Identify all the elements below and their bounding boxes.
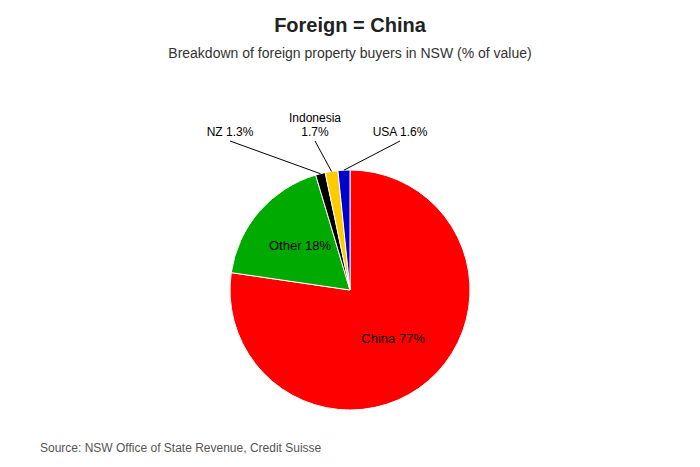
subtitle: Breakdown of foreign property buyers in … <box>168 45 531 61</box>
labels: China 77% Other 18% NZ 1.3% Indonesia1.7% US… <box>207 111 428 346</box>
slice-label: Other 18% <box>269 238 332 253</box>
source: Source: NSW Office of State Revenue, Cre… <box>40 441 322 455</box>
chart: Foreign = China Breakdown of foreign prop… <box>0 0 700 467</box>
chart-container: Foreign = China Breakdown of foreign prop… <box>0 0 700 467</box>
leader-line <box>315 141 332 171</box>
slice-label: China 77% <box>361 331 425 346</box>
slice-label: Indonesia1.7% <box>289 111 341 139</box>
pie-slice <box>230 170 470 410</box>
leader-line <box>344 141 400 170</box>
slices <box>230 170 470 410</box>
slice-label: NZ 1.3% <box>207 125 254 139</box>
title: Foreign = China <box>274 14 427 36</box>
slice-label: USA 1.6% <box>373 125 428 139</box>
leader-line <box>230 141 320 174</box>
pie-slice <box>338 170 350 290</box>
pie-slice <box>325 171 350 290</box>
